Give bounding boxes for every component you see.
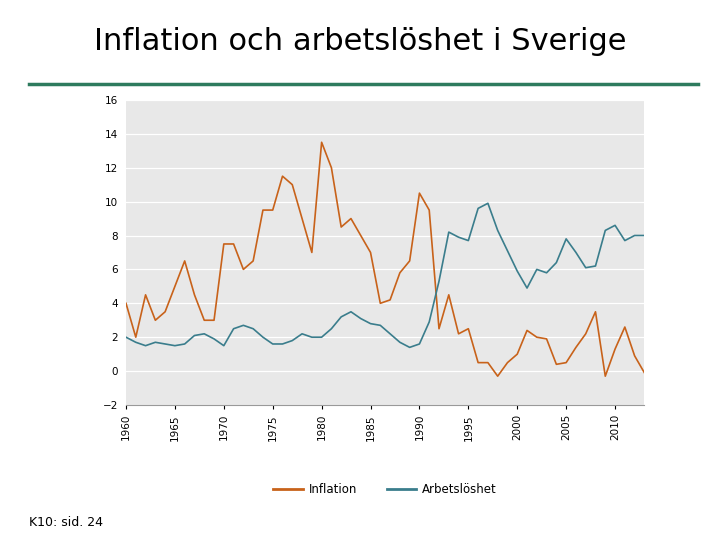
Line: Inflation: Inflation — [126, 142, 644, 376]
Text: K10: sid. 24: K10: sid. 24 — [29, 516, 103, 529]
Arbetslöshet — [122, 334, 130, 340]
Arbetslöshet — [405, 344, 414, 350]
Inflation — [415, 190, 424, 197]
Line: Arbetslöshet: Arbetslöshet — [126, 203, 644, 347]
Legend: Inflation, Arbetslöshet: Inflation, Arbetslöshet — [269, 478, 502, 501]
Inflation — [640, 369, 649, 376]
Inflation — [318, 139, 326, 145]
Inflation — [327, 165, 336, 171]
Arbetslöshet — [493, 227, 502, 234]
Arbetslöshet — [415, 341, 424, 347]
Arbetslöshet — [435, 278, 444, 285]
Text: Inflation och arbetslöshet i Sverige: Inflation och arbetslöshet i Sverige — [94, 27, 626, 56]
Arbetslöshet — [210, 336, 218, 342]
Inflation — [444, 292, 453, 298]
Inflation — [484, 360, 492, 366]
Inflation — [210, 317, 218, 323]
Arbetslöshet — [484, 200, 492, 206]
Arbetslöshet — [444, 229, 453, 235]
Arbetslöshet — [640, 232, 649, 239]
Inflation — [435, 326, 444, 332]
Arbetslöshet — [318, 334, 326, 340]
Inflation — [122, 300, 130, 307]
Inflation — [493, 373, 502, 380]
